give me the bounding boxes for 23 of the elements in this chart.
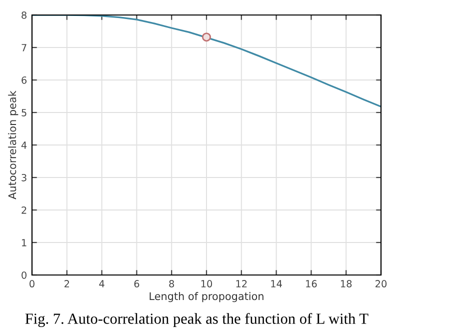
x-tick-label: 16 bbox=[306, 280, 317, 288]
y-tick-label: 2 bbox=[22, 206, 26, 214]
x-tick-label: 0 bbox=[30, 280, 34, 288]
x-tick-label: 6 bbox=[134, 280, 140, 288]
x-axis-title: Length of propogation bbox=[150, 292, 264, 302]
y-tick-label: 7 bbox=[22, 44, 26, 52]
x-tick-label: 12 bbox=[236, 280, 247, 288]
x-tick-label: 10 bbox=[201, 280, 212, 288]
x-tick-label: 8 bbox=[169, 280, 174, 288]
y-tick-label: 3 bbox=[22, 174, 26, 182]
y-tick-label: 8 bbox=[22, 11, 26, 19]
y-tick-label: 0 bbox=[22, 271, 26, 279]
y-axis-title: Autocorrelation peak bbox=[8, 90, 18, 200]
y-tick-label: 6 bbox=[22, 76, 27, 84]
caption: Fig. 7. Auto-correlation peak as the function of L with T bbox=[25, 312, 368, 328]
x-tick-label: 18 bbox=[340, 280, 352, 288]
y-tick-label: 5 bbox=[22, 109, 26, 116]
x-tick-label: 4 bbox=[99, 280, 104, 288]
y-tick-label: 4 bbox=[21, 142, 27, 149]
x-tick-label: 14 bbox=[271, 280, 282, 288]
y-tick-label: 1 bbox=[22, 239, 26, 246]
x-tick-label: 2 bbox=[64, 280, 70, 288]
x-tick-label: 20 bbox=[376, 280, 387, 288]
